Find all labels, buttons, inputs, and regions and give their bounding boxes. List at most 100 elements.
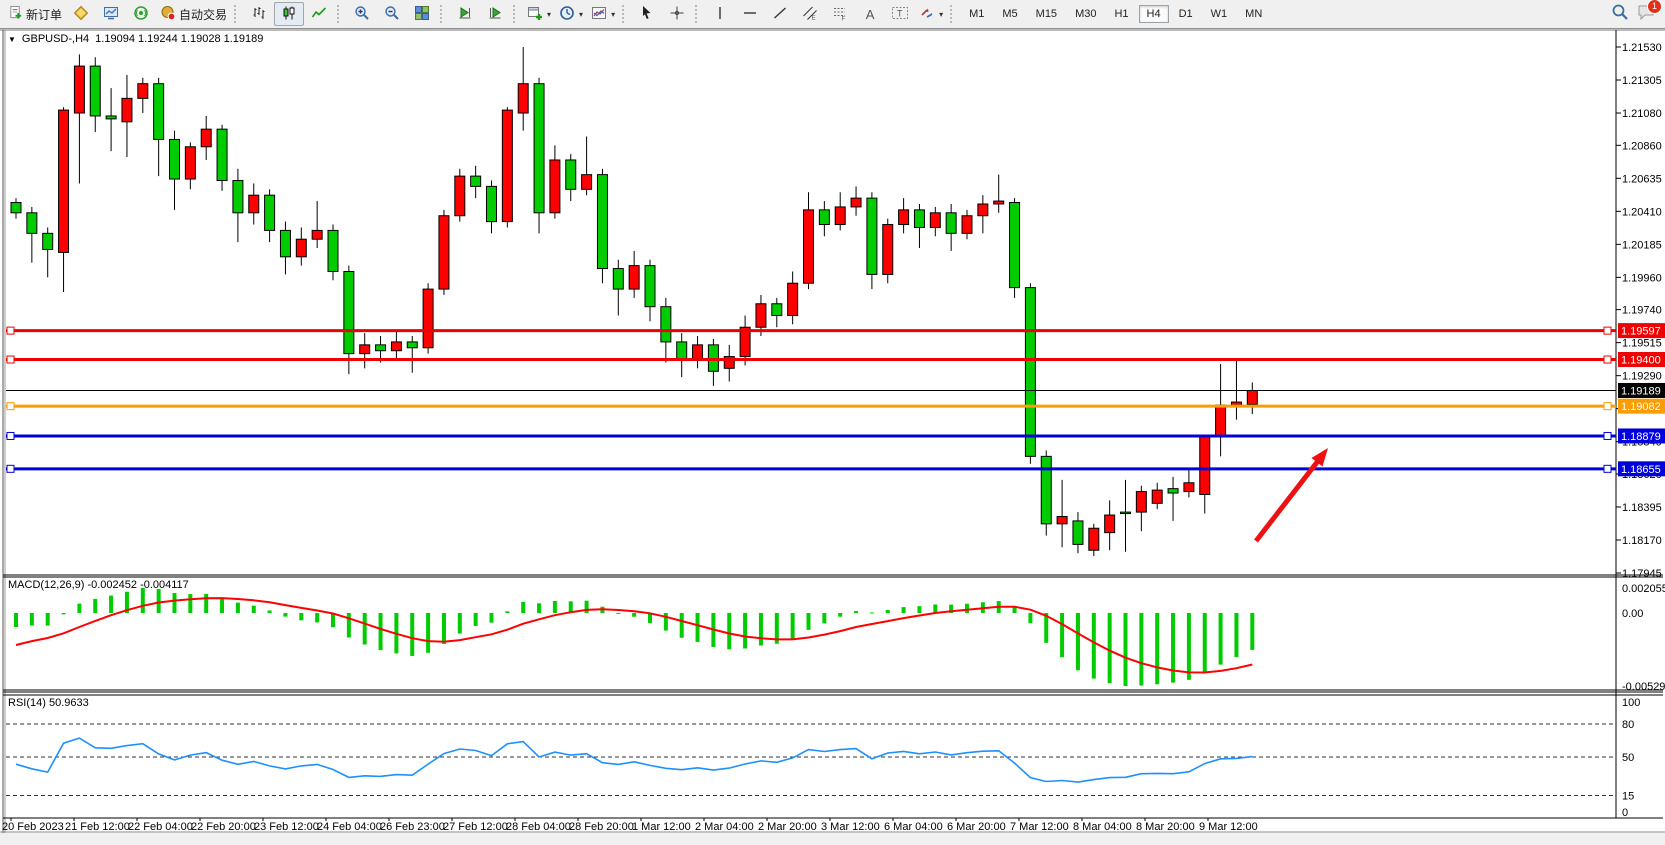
horizontal-line-tool[interactable] <box>735 2 765 26</box>
tab-timeframe-m15[interactable]: M15 <box>1035 8 1058 20</box>
tile-windows-button[interactable] <box>407 2 437 26</box>
arrow-head <box>1311 448 1328 467</box>
tab-timeframe-h4[interactable]: H4 <box>1138 5 1169 23</box>
fibonacci-tool[interactable]: F <box>825 2 855 26</box>
candle <box>248 183 260 225</box>
template-dropdown[interactable]: ▾ <box>587 2 619 26</box>
crosshair-tool-button[interactable] <box>662 2 692 26</box>
candle <box>581 136 593 196</box>
candle-body-down <box>596 174 608 270</box>
tab-timeframe-d1[interactable]: D1 <box>1178 8 1193 20</box>
new-order-button[interactable]: 新订单 <box>4 2 66 26</box>
price-axis-label: 1.21080 <box>1622 108 1662 120</box>
time-axis-label: 27 Feb 12:00 <box>443 821 508 833</box>
candle <box>612 259 624 316</box>
time-axis-label: 28 Feb 20:00 <box>569 821 634 833</box>
line-anchor-handle[interactable] <box>1603 326 1612 335</box>
fibonacci-icon: F <box>832 5 848 24</box>
line-chart-button[interactable] <box>304 2 334 26</box>
toolbar-grip <box>695 5 700 23</box>
bar-chart-button[interactable] <box>244 2 274 26</box>
macd-histogram-bar <box>457 613 462 634</box>
periods-dropdown[interactable]: ▾ <box>555 2 587 26</box>
search-icon[interactable] <box>1611 3 1629 26</box>
candle-body-down <box>771 303 783 317</box>
chart-canvas[interactable]: 1.21530 1.21305 1.21080 1.20860 1.20635 1.204… <box>0 29 1665 840</box>
line-anchor-handle[interactable] <box>1603 402 1612 411</box>
zoom-in-button[interactable] <box>347 2 377 26</box>
tab-timeframe-m5[interactable]: M5 <box>1002 8 1018 20</box>
candle-body-up <box>755 303 767 328</box>
chevron-down-icon: ▾ <box>611 9 616 19</box>
signal-button[interactable] <box>126 2 156 26</box>
tab-timeframe-m30[interactable]: M30 <box>1075 8 1097 20</box>
candle <box>1009 198 1021 298</box>
candle <box>1120 479 1131 552</box>
rsi-axis-label: 15 <box>1622 791 1634 803</box>
candle-body-up <box>295 238 307 258</box>
time-axis-label: 21 Feb 12:00 <box>65 821 130 833</box>
candle-body-up <box>1088 527 1100 551</box>
candle <box>311 201 323 249</box>
candle <box>993 174 1005 213</box>
macd-histogram-bar <box>1155 613 1160 685</box>
channel-tool[interactable]: E <box>795 2 825 26</box>
line-anchor-handle[interactable] <box>6 431 15 440</box>
notifications-button[interactable]: 1 <box>1637 0 1662 25</box>
candle-body-down <box>169 138 180 180</box>
candle-body-up <box>1056 516 1068 525</box>
trend-arrow-annotation[interactable] <box>1254 448 1328 543</box>
macd-histogram-bar <box>315 613 320 623</box>
candle-body-up <box>723 356 735 369</box>
market-watch-button[interactable] <box>96 2 126 26</box>
zoom-out-button[interactable] <box>377 2 407 26</box>
candle-body-up <box>359 344 371 355</box>
candle <box>565 154 577 202</box>
tab-timeframe-w1[interactable]: W1 <box>1210 8 1228 20</box>
line-anchor-handle[interactable] <box>6 402 15 411</box>
vertical-line-tool[interactable] <box>705 2 735 26</box>
candle <box>73 54 85 184</box>
candle-body-down <box>264 194 276 231</box>
macd-histogram-bar <box>29 613 34 626</box>
arrows-icon <box>919 5 935 24</box>
tab-timeframe-h1[interactable]: H1 <box>1114 8 1129 20</box>
time-axis-label: 3 Mar 12:00 <box>821 821 880 833</box>
line-anchor-handle[interactable] <box>1603 355 1612 364</box>
new-chart-dropdown[interactable]: ▾ <box>523 2 555 26</box>
line-anchor-handle[interactable] <box>6 464 15 473</box>
signal-icon <box>133 5 149 24</box>
macd-histogram-bar <box>1171 613 1176 683</box>
macd-histogram-bar <box>1091 613 1096 679</box>
macd-histogram-bar <box>790 613 795 640</box>
cursor-tool-button[interactable] <box>632 2 662 26</box>
tab-timeframe-mn[interactable]: MN <box>1245 8 1263 20</box>
line-anchor-handle[interactable] <box>6 355 15 364</box>
trendline-tool[interactable] <box>765 2 795 26</box>
line-anchor-handle[interactable] <box>1603 431 1612 440</box>
gold-diamond-button[interactable] <box>66 2 96 26</box>
macd-histogram-bar <box>648 613 652 623</box>
tab-timeframe-m1[interactable]: M1 <box>969 8 985 20</box>
candle <box>834 192 846 231</box>
candle-body-down <box>818 209 830 226</box>
time-axis-label: 2 Mar 20:00 <box>758 821 817 833</box>
candle <box>1088 523 1100 557</box>
candle <box>1167 476 1179 521</box>
macd-histogram-bar <box>267 610 272 613</box>
chart-shift-button[interactable] <box>480 2 510 26</box>
candle <box>1056 479 1068 548</box>
candlestick-chart-button[interactable] <box>274 2 305 26</box>
autotrade-button[interactable]: 自动交易 <box>156 2 231 26</box>
macd-histogram-bar <box>251 605 256 613</box>
arrows-dropdown[interactable]: ▾ <box>915 2 947 26</box>
rsi-axis-label: 100 <box>1622 697 1640 709</box>
macd-histogram-bar <box>1028 613 1033 624</box>
text-tool[interactable]: A <box>855 2 885 26</box>
candle <box>866 192 878 290</box>
text-label-tool[interactable]: T <box>885 2 915 26</box>
line-anchor-handle[interactable] <box>1603 464 1612 473</box>
line-anchor-handle[interactable] <box>6 326 15 335</box>
auto-scroll-button[interactable] <box>450 2 480 26</box>
